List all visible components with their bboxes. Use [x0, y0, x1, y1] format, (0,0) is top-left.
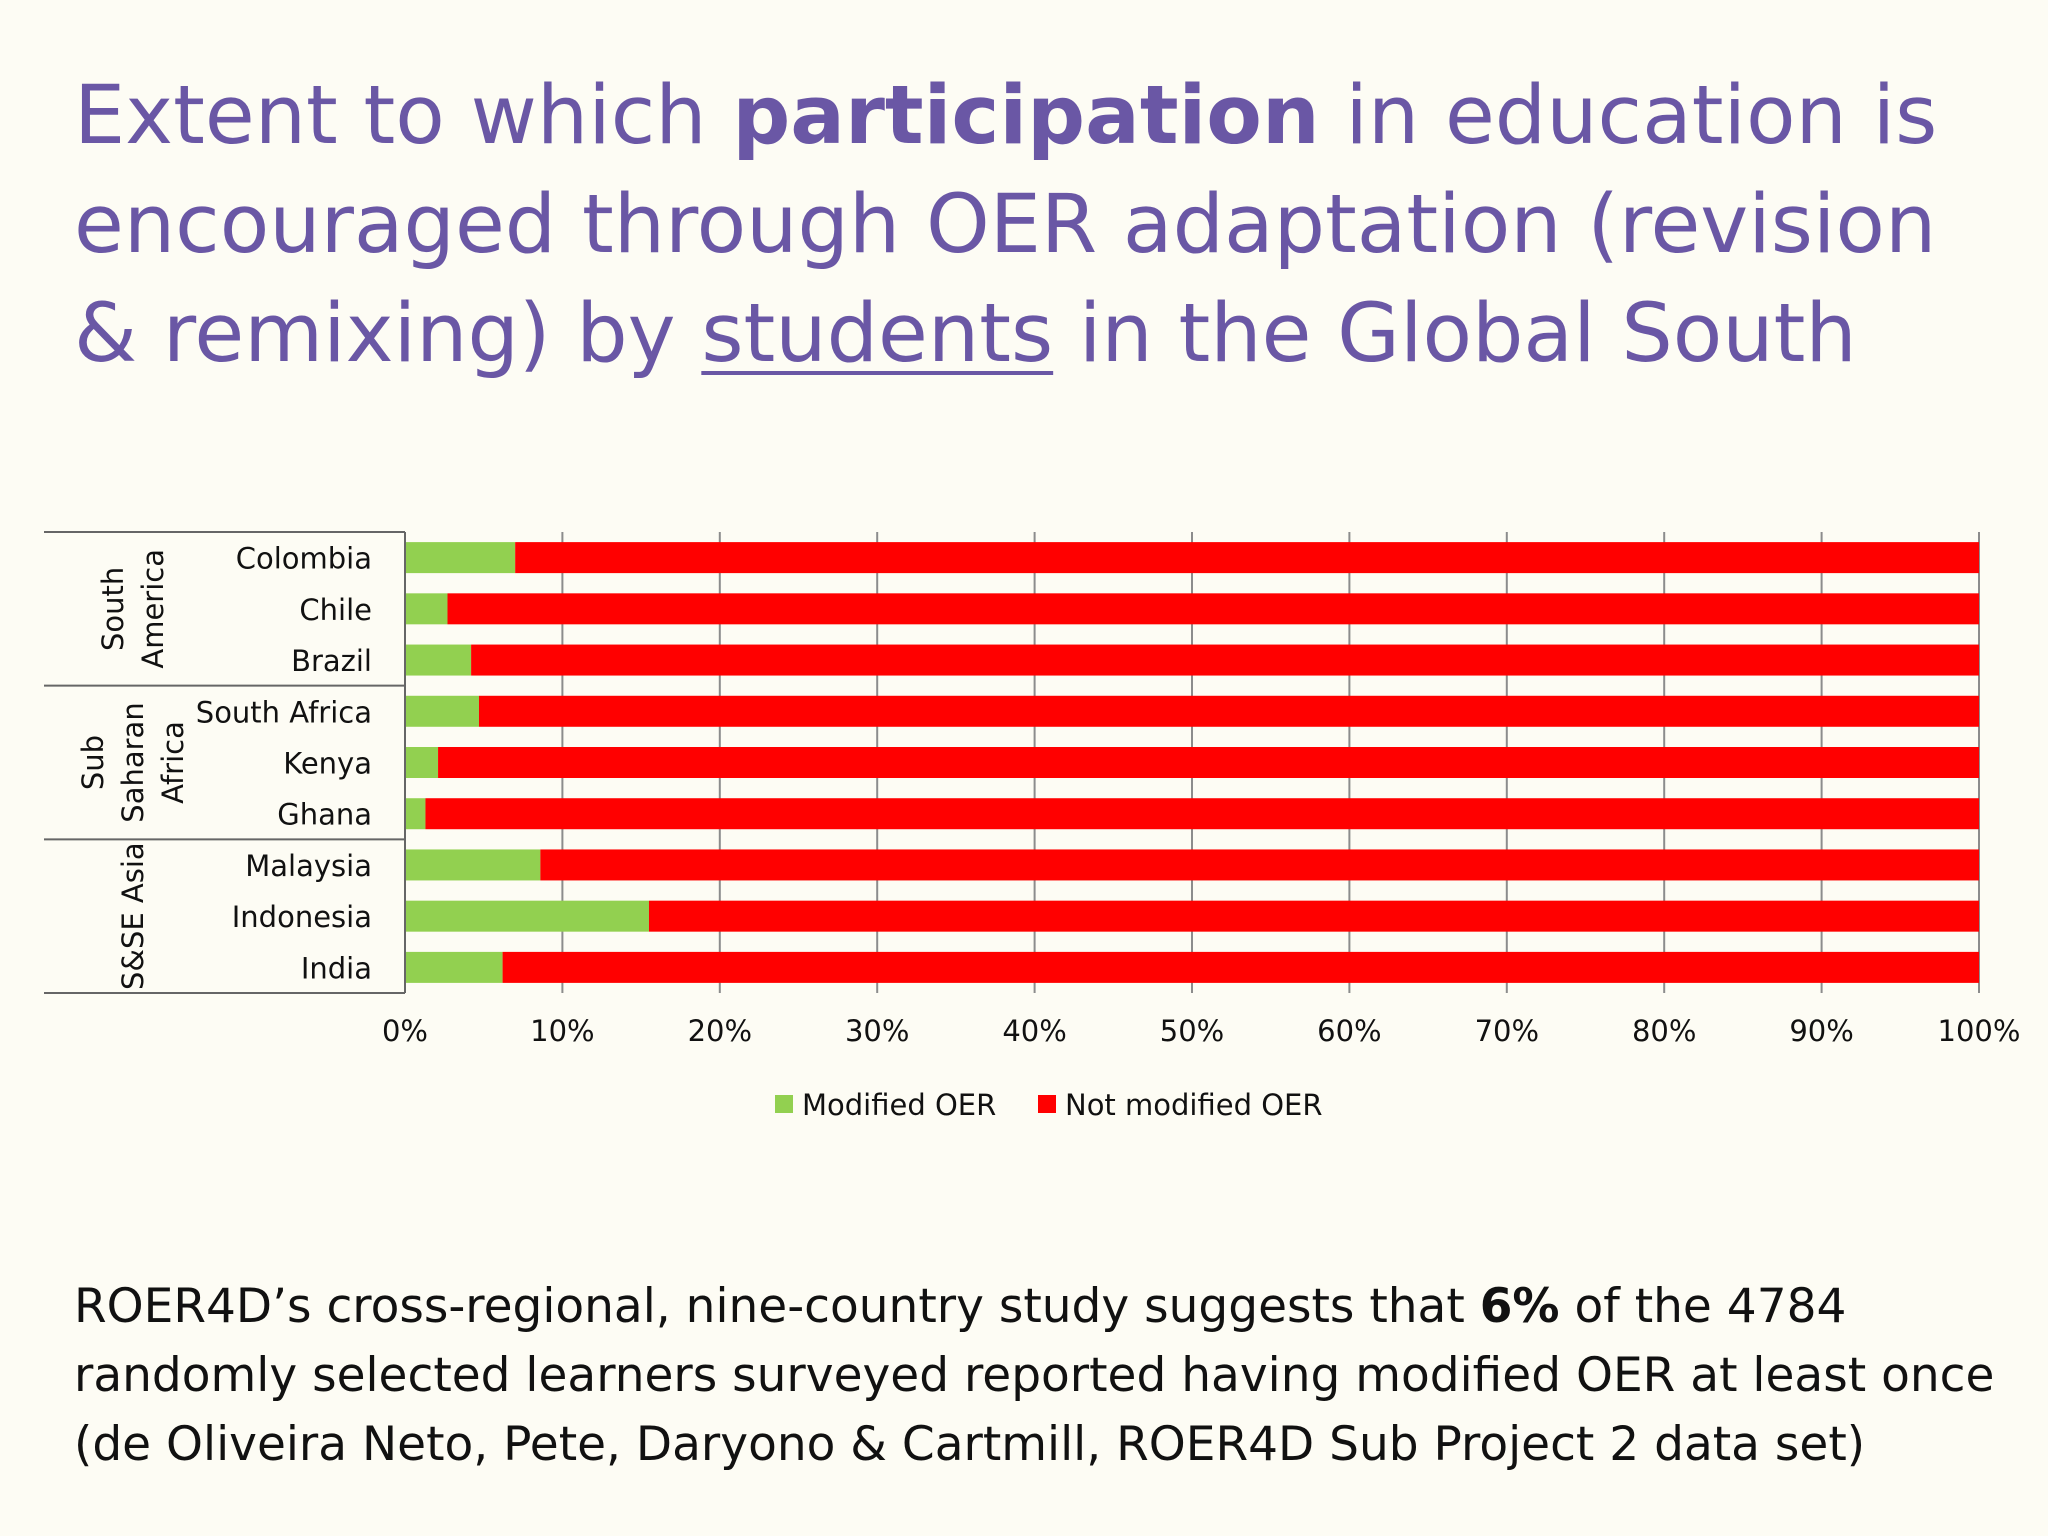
y-category-label: Ghana: [277, 798, 372, 832]
x-tick-label: 40%: [1002, 1014, 1066, 1048]
y-category-label: Chile: [299, 593, 372, 627]
bar-modified: [405, 644, 472, 676]
x-tick-label: 60%: [1317, 1014, 1381, 1048]
footnote-part2: of the 4784 randomly selected learners s…: [74, 1279, 1995, 1472]
group-label: South: [96, 567, 130, 651]
group-label: America: [136, 549, 170, 669]
x-tick-label: 100%: [1938, 1014, 2021, 1048]
bar-not-modified: [478, 695, 1979, 727]
group-label: Africa: [156, 721, 190, 804]
legend-swatch-modified: [775, 1095, 793, 1113]
title-bold-participation: participation: [732, 69, 1320, 163]
footnote: ROER4D’s cross-regional, nine-country st…: [74, 1272, 2004, 1479]
bar-modified: [405, 900, 649, 932]
legend-label-not-modified: Not modified OER: [1065, 1088, 1323, 1122]
x-tick-label: 30%: [845, 1014, 909, 1048]
bar-modified: [405, 542, 516, 574]
bar-modified: [405, 798, 426, 830]
group-label: Saharan: [116, 702, 150, 822]
x-tick-label: 80%: [1632, 1014, 1696, 1048]
bar-not-modified: [447, 593, 1979, 625]
bar-modified: [405, 747, 439, 778]
bar-not-modified: [425, 798, 1979, 830]
x-tick-label: 50%: [1160, 1014, 1224, 1048]
bar-not-modified: [540, 849, 1979, 881]
title-part2: in education is encouraged through OER a…: [74, 69, 1938, 381]
footnote-part1: ROER4D’s cross-regional, nine-country st…: [74, 1279, 1480, 1334]
bar-not-modified: [471, 644, 1979, 676]
legend-swatch-not-modified: [1038, 1095, 1056, 1113]
title-part1: Extent to which: [74, 69, 733, 163]
x-tick-label: 70%: [1475, 1014, 1539, 1048]
bar-modified: [405, 695, 479, 727]
bar-not-modified: [502, 951, 1979, 983]
bar-not-modified: [515, 542, 1980, 574]
y-category-label: India: [301, 951, 372, 985]
bar-not-modified: [648, 900, 1979, 932]
y-category-label: Brazil: [291, 644, 372, 678]
title-underlined-students: students: [701, 287, 1054, 381]
bar-modified: [405, 593, 448, 625]
group-label: S&SE Asia: [116, 842, 150, 990]
bar-modified: [405, 951, 503, 983]
y-category-label: Malaysia: [245, 849, 372, 883]
y-category-label: Indonesia: [232, 900, 372, 934]
x-tick-label: 20%: [688, 1014, 752, 1048]
x-tick-label: 90%: [1789, 1014, 1853, 1048]
slide-title: Extent to which participation in educati…: [74, 62, 1974, 389]
y-category-label: Kenya: [283, 747, 372, 781]
y-category-label: Colombia: [236, 542, 372, 576]
group-label: Sub: [76, 735, 110, 790]
footnote-bold-percent: 6%: [1479, 1279, 1560, 1334]
y-category-label: South Africa: [196, 695, 372, 729]
legend-label-modified: Modified OER: [802, 1088, 996, 1122]
bar-not-modified: [438, 747, 1980, 778]
x-tick-label: 10%: [530, 1014, 594, 1048]
x-tick-label: 0%: [382, 1014, 428, 1048]
title-part3: in the Global South: [1053, 287, 1857, 381]
bar-modified: [405, 849, 541, 881]
